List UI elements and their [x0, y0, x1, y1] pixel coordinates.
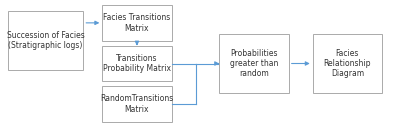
Text: Transitions
Probability Matrix: Transitions Probability Matrix [103, 54, 171, 73]
FancyBboxPatch shape [102, 86, 172, 122]
FancyBboxPatch shape [8, 11, 83, 70]
FancyBboxPatch shape [102, 5, 172, 41]
FancyBboxPatch shape [102, 46, 172, 81]
Text: RandomTransitions
Matrix: RandomTransitions Matrix [100, 94, 173, 114]
FancyBboxPatch shape [219, 34, 289, 93]
Text: Succession of Facies
(Stratigraphic logs): Succession of Facies (Stratigraphic logs… [7, 31, 85, 50]
Text: Facies
Relationship
Diagram: Facies Relationship Diagram [324, 49, 371, 78]
FancyBboxPatch shape [313, 34, 382, 93]
Text: Probabilities
greater than
random: Probabilities greater than random [230, 49, 278, 78]
Text: Facies Transitions
Matrix: Facies Transitions Matrix [103, 13, 171, 33]
